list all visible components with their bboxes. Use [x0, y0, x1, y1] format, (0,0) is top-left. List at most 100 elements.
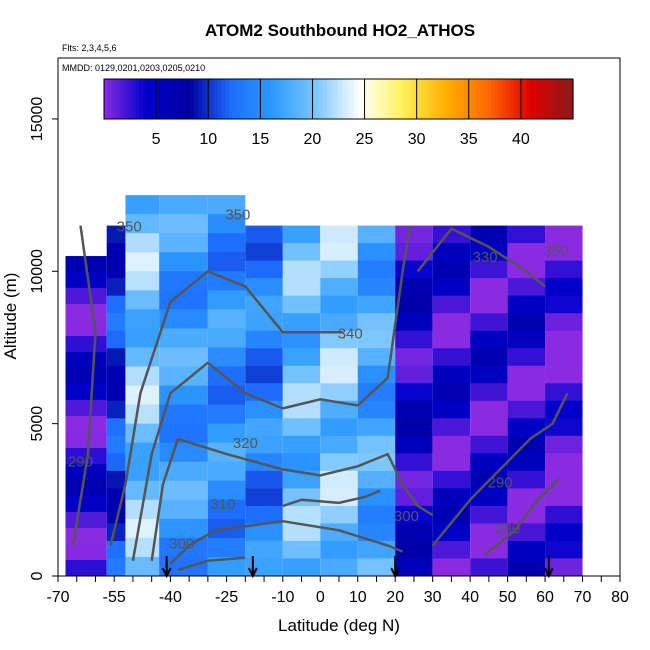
- heatmap-cell: [159, 518, 208, 539]
- colorbar-segment: [166, 79, 172, 119]
- heatmap-cell: [470, 365, 508, 384]
- contour-label: 350: [544, 243, 569, 260]
- colorbar-segment: [537, 79, 543, 119]
- colorbar-segment: [416, 79, 422, 119]
- heatmap-cell: [125, 214, 160, 234]
- colorbar-segment: [182, 79, 187, 119]
- heatmap-cell: [125, 195, 160, 215]
- colorbar-segment: [256, 79, 261, 119]
- heatmap-cell: [470, 400, 508, 419]
- heatmap-cell: [245, 365, 283, 384]
- heatmap-cell: [65, 512, 107, 529]
- colorbar-segment: [338, 79, 344, 119]
- colorbar-segment: [502, 79, 508, 119]
- colorbar-segment: [389, 79, 394, 119]
- heatmap-cell: [357, 225, 396, 244]
- colorbar-segment: [330, 79, 336, 119]
- colorbar-segment: [354, 79, 359, 119]
- colorbar-segment: [311, 79, 316, 119]
- heatmap-cell: [470, 558, 508, 577]
- colorbar-segment: [115, 79, 121, 119]
- colorbar-frame: [103, 78, 574, 120]
- colorbar-segment: [494, 79, 500, 119]
- heatmap-cell: [125, 404, 160, 425]
- heatmap-cell: [320, 418, 358, 437]
- heatmap-cell: [470, 243, 508, 262]
- heatmap-cell: [245, 260, 283, 279]
- heatmap-cell: [545, 540, 583, 559]
- heatmap-cell: [395, 365, 433, 384]
- heatmap-cell: [470, 505, 508, 524]
- heatmap-cell: [245, 225, 283, 244]
- heatmap-cell: [245, 488, 283, 507]
- heatmap-cell: [470, 295, 508, 314]
- colorbar-segment: [287, 79, 293, 119]
- heatmap-cell: [545, 330, 583, 349]
- heatmap-cell: [432, 313, 471, 332]
- contour-line: [177, 556, 246, 572]
- contour-label: 350: [117, 219, 142, 236]
- colorbar-segment: [240, 79, 246, 119]
- colorbar-segment: [541, 79, 547, 119]
- heatmap-cell: [357, 488, 396, 507]
- heatmap-cell: [106, 278, 126, 297]
- heatmap-cell: [245, 383, 283, 402]
- heatmap-cell: [432, 383, 471, 402]
- heatmap-cell: [395, 523, 433, 542]
- contour-line: [484, 477, 561, 556]
- contour-label: 300: [169, 536, 194, 553]
- x-tick-label: 30: [424, 589, 442, 606]
- colorbar-segment: [404, 79, 410, 119]
- heatmap-cell: [470, 435, 508, 454]
- colorbar-segment: [217, 79, 222, 119]
- heatmap-cell: [507, 348, 546, 367]
- heatmap-cell: [207, 385, 246, 406]
- heatmap-cell: [159, 499, 208, 520]
- heatmap-cell: [282, 470, 321, 489]
- heatmap-cell: [245, 313, 283, 332]
- heatmap-cell: [395, 558, 433, 577]
- contour-line: [416, 227, 546, 288]
- colorbar-segment: [315, 79, 320, 119]
- heatmap-cell: [545, 260, 583, 279]
- colorbar-segment: [381, 79, 386, 119]
- colorbar-segment: [545, 79, 551, 119]
- colorbar-segment: [189, 79, 195, 119]
- colorbar-segment: [252, 79, 258, 119]
- colorbar-segment: [412, 79, 418, 119]
- heatmap-cell: [395, 488, 433, 507]
- colorbar-segment: [107, 79, 113, 119]
- heatmap-cell: [320, 348, 358, 367]
- colorbar-segment: [475, 79, 480, 119]
- contour-line: [109, 270, 343, 546]
- heatmap-cell: [125, 423, 160, 444]
- heatmap-cell: [65, 320, 107, 337]
- heatmap-cell: [320, 383, 358, 402]
- heatmap-cell: [159, 214, 208, 234]
- colorbar-segment: [479, 79, 484, 119]
- heatmap-cell: [159, 480, 208, 501]
- heatmap-cell: [432, 260, 471, 279]
- heatmap-cell: [245, 330, 283, 349]
- heatmap-cell: [395, 540, 433, 559]
- colorbar-segment: [490, 79, 496, 119]
- heatmap-cell: [65, 336, 107, 353]
- heatmap-cell: [357, 435, 396, 454]
- colorbar-segment: [236, 79, 242, 119]
- heatmap-cell: [545, 383, 583, 402]
- heatmap-cell: [545, 225, 583, 244]
- heatmap-cell: [507, 558, 546, 577]
- colorbar-segment: [299, 79, 304, 119]
- y-axis-label: Altitude (m): [1, 273, 20, 360]
- colorbar-segment: [119, 79, 125, 119]
- heatmap-cell: [159, 309, 208, 329]
- colorbar-segment: [154, 79, 160, 119]
- contour-line: [71, 225, 97, 546]
- x-tick-label: -55: [103, 589, 126, 606]
- heatmap-cell: [282, 523, 321, 542]
- heatmap-cell: [320, 260, 358, 279]
- heatmap-cell: [395, 295, 433, 314]
- heatmap-cell: [507, 330, 546, 349]
- contour-label: 300: [394, 508, 419, 525]
- colorbar-segment: [455, 79, 461, 119]
